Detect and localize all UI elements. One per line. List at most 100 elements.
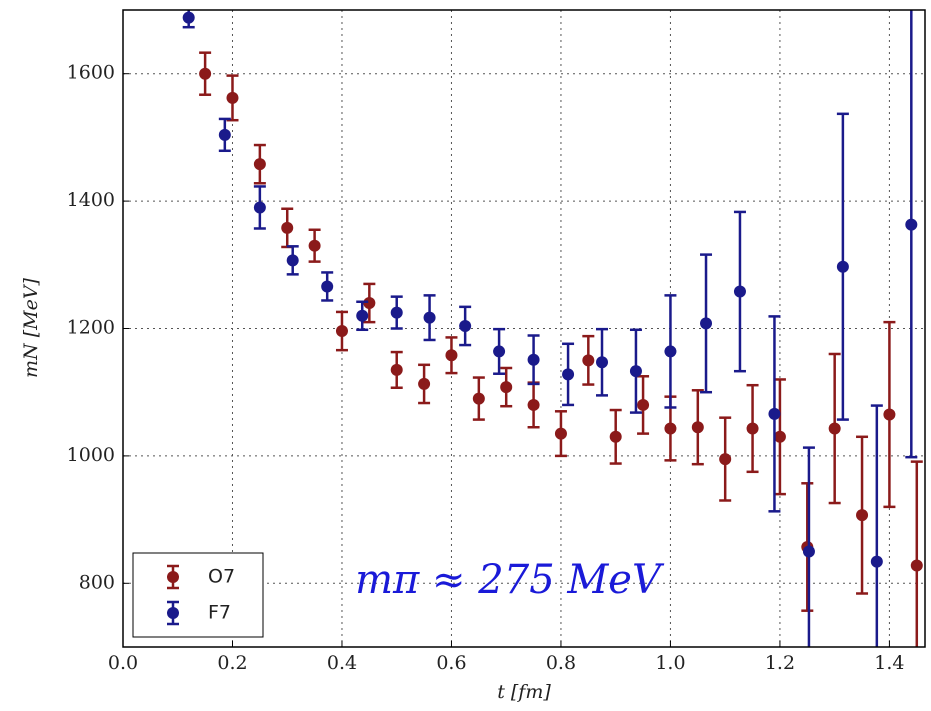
data-point — [445, 349, 458, 362]
data-point — [664, 345, 677, 358]
y-tick-label: 800 — [79, 571, 115, 593]
data-point — [905, 218, 918, 231]
data-point — [281, 221, 294, 234]
data-point — [356, 309, 369, 322]
error-point — [629, 328, 642, 414]
error-point — [199, 51, 212, 96]
data-point — [828, 422, 841, 435]
y-tick-label: 1600 — [67, 62, 115, 84]
legend-swatch — [167, 607, 179, 619]
data-point — [321, 280, 334, 293]
error-point — [828, 352, 841, 505]
data-point — [527, 353, 540, 366]
error-point — [253, 185, 266, 230]
data-point — [629, 365, 642, 378]
data-point — [691, 421, 704, 434]
error-point — [356, 300, 369, 332]
error-point — [691, 389, 704, 466]
x-tick-label: 0.0 — [108, 652, 138, 674]
data-point — [562, 368, 575, 381]
data-point — [199, 67, 212, 80]
x-tick-label: 0.8 — [546, 652, 576, 674]
x-tick-label: 0.4 — [327, 652, 357, 674]
error-point — [910, 460, 923, 647]
error-point — [493, 327, 506, 375]
data-point — [746, 422, 759, 435]
error-point — [253, 143, 266, 185]
data-point — [609, 430, 622, 443]
error-point — [308, 228, 321, 263]
data-point — [637, 398, 650, 411]
error-point — [390, 295, 403, 330]
y-tick-label: 1400 — [67, 189, 115, 211]
data-point — [773, 430, 786, 443]
error-point — [527, 381, 540, 429]
error-point — [870, 404, 883, 647]
data-point — [308, 239, 321, 252]
x-tick-label: 0.6 — [436, 652, 466, 674]
data-point — [596, 356, 609, 369]
data-point — [218, 128, 231, 141]
error-point — [390, 350, 403, 389]
error-point — [281, 207, 294, 249]
y-tick-label: 1200 — [67, 317, 115, 339]
error-point — [554, 410, 567, 458]
data-point — [253, 201, 266, 214]
error-point — [596, 327, 609, 397]
error-point — [700, 253, 713, 394]
legend-swatch — [167, 571, 179, 583]
data-point — [554, 427, 567, 440]
error-point — [472, 376, 485, 421]
data-point — [390, 306, 403, 319]
y-axis-label: mN [MeV] — [20, 277, 42, 378]
data-point — [856, 509, 869, 522]
data-point — [418, 377, 431, 390]
data-point — [733, 285, 746, 298]
data-point — [527, 398, 540, 411]
x-tick-label: 1.2 — [765, 652, 795, 674]
error-point — [856, 435, 869, 595]
data-point — [459, 319, 472, 332]
error-point — [363, 282, 376, 324]
legend-label: O7 — [208, 566, 235, 588]
data-point — [226, 91, 239, 104]
error-point — [562, 342, 575, 407]
data-point — [390, 363, 403, 376]
data-point — [664, 422, 677, 435]
error-point — [527, 334, 540, 386]
error-point — [773, 378, 786, 496]
data-point — [182, 11, 195, 24]
error-point — [746, 383, 759, 474]
x-tick-label: 0.2 — [217, 652, 247, 674]
x-tick-label: 1.4 — [874, 652, 904, 674]
error-point — [582, 334, 595, 386]
error-point — [733, 210, 746, 373]
data-point — [768, 407, 781, 420]
error-point — [664, 294, 677, 409]
data-point — [472, 392, 485, 405]
y-tick-label: 1000 — [67, 444, 115, 466]
data-point — [286, 254, 299, 267]
data-point — [493, 345, 506, 358]
data-point — [883, 408, 896, 421]
data-point — [910, 559, 923, 572]
error-point — [905, 10, 918, 459]
error-point — [836, 112, 849, 421]
data-point — [500, 381, 513, 394]
error-point — [226, 74, 239, 122]
error-point — [182, 10, 195, 29]
x-tick-label: 1.0 — [655, 652, 685, 674]
legend-label: F7 — [208, 602, 231, 624]
annotation: mπ ≈ 275 MeV — [355, 557, 665, 603]
error-point — [609, 408, 622, 465]
data-point — [253, 158, 266, 171]
error-point — [719, 416, 732, 502]
data-point — [335, 325, 348, 338]
data-point — [363, 297, 376, 310]
data-point — [719, 453, 732, 466]
data-point — [700, 317, 713, 330]
data-point — [870, 555, 883, 568]
data-point — [582, 354, 595, 367]
data-point — [836, 260, 849, 273]
